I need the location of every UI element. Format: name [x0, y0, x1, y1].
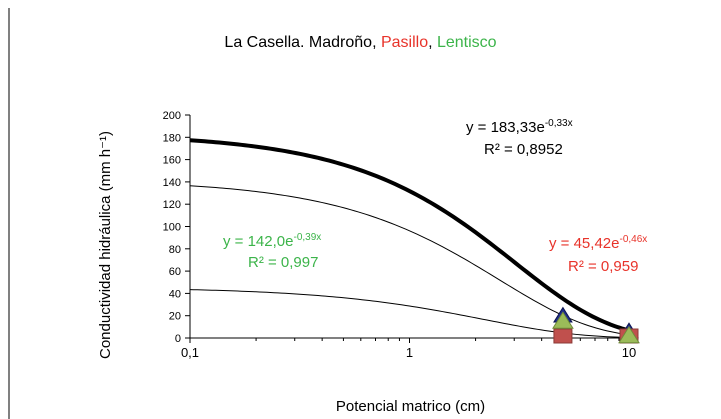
x-tick-label-10: 10	[622, 345, 636, 360]
y-tick-label-160: 160	[163, 155, 181, 167]
trendline-lentisco	[189, 185, 630, 336]
y-tick-label-100: 100	[163, 222, 181, 234]
point-pasillo-1	[553, 328, 573, 344]
chart-title: La Casella. Madroño, Pasillo, Lentisco	[0, 34, 721, 52]
x-axis-label: Potencial matrico (cm)	[335, 398, 486, 415]
r2-lentisco: R² = 0,997	[248, 254, 319, 271]
equation-pasillo: y = 45,42e-0,46x	[549, 234, 647, 252]
title-part-3: ,	[428, 34, 437, 51]
eq-madrono-exp: -0,33x	[544, 118, 573, 129]
trendline-madroño	[189, 138, 630, 333]
y-tick-label-140: 140	[163, 177, 181, 189]
x-tick-label-1: 1	[406, 345, 413, 360]
y-tick-label-80: 80	[169, 244, 181, 256]
y-tick-label-20: 20	[169, 311, 181, 323]
eq-pasillo-exp: -0,46x	[619, 234, 648, 245]
eq-lentisco-exp: -0,39x	[293, 232, 322, 243]
y-tick-label-200: 200	[163, 110, 181, 122]
y-tick-label-180: 180	[163, 132, 181, 144]
y-axis-label: Conductividad hidráulica (mm h⁻¹)	[97, 130, 114, 360]
title-part-4: Lentisco	[436, 34, 497, 51]
point-lentisco-1	[552, 311, 574, 329]
eq-lentisco-prefix: y = 142,0e	[223, 233, 294, 250]
x-tick-label-0,1: 0,1	[181, 345, 199, 360]
point-lentisco-2	[618, 325, 640, 344]
title-part-1: La Casella. Madroño,	[224, 34, 381, 51]
plot-area: 0 20 40 60 80 100 120 140 160 180 200 0,1 1 10	[163, 110, 640, 360]
equation-madrono: y = 183,33e-0,33x	[466, 118, 573, 136]
equation-lentisco: y = 142,0e-0,39x	[223, 232, 321, 250]
y-tick-label-60: 60	[169, 266, 181, 278]
r2-madrono: R² = 0,8952	[484, 141, 563, 158]
r2-pasillo: R² = 0,959	[568, 258, 639, 275]
eq-pasillo-prefix: y = 45,42e	[549, 235, 620, 252]
y-tick-label-0: 0	[175, 333, 181, 345]
title-part-2: Pasillo	[380, 34, 429, 51]
eq-madrono-prefix: y = 183,33e	[466, 119, 545, 136]
y-tick-label-120: 120	[163, 199, 181, 211]
y-tick-label-40: 40	[169, 288, 181, 300]
